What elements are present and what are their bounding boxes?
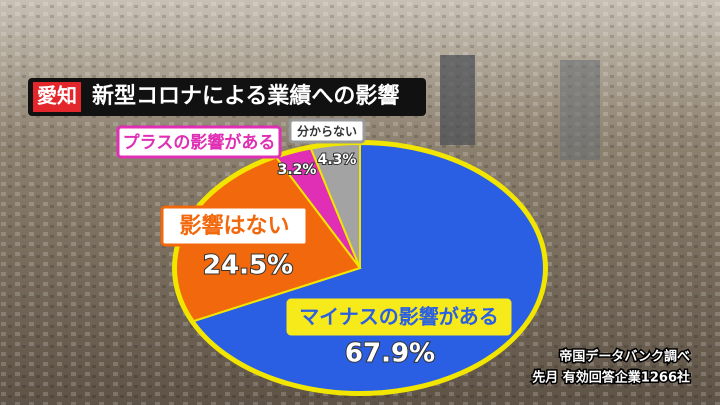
building	[440, 55, 475, 145]
legend-label: プラスの影響がある	[123, 132, 276, 153]
chart-title: 新型コロナによる業績への影響	[92, 83, 399, 109]
source: 先月 有効回答企業1266社	[532, 370, 690, 386]
pie-slice	[309, 142, 361, 269]
value-label: 3.2%	[278, 162, 317, 178]
source: 帝国データバンク調べ	[559, 349, 690, 365]
value-label: 67.9%	[345, 339, 435, 369]
value-label: 4.3%	[318, 152, 357, 168]
tag: 愛知	[37, 84, 77, 108]
label-box	[116, 125, 282, 159]
tag-box	[33, 82, 81, 112]
legend-label: 分からない	[297, 124, 357, 139]
label-box	[288, 118, 366, 144]
legend-label: 影響はない	[179, 213, 289, 239]
title-bar	[28, 78, 426, 116]
building	[560, 60, 600, 160]
legend-label: マイナスの影響がある	[299, 305, 499, 329]
label-box	[286, 298, 512, 336]
label-box	[160, 205, 309, 247]
value-label: 24.5%	[203, 251, 293, 281]
